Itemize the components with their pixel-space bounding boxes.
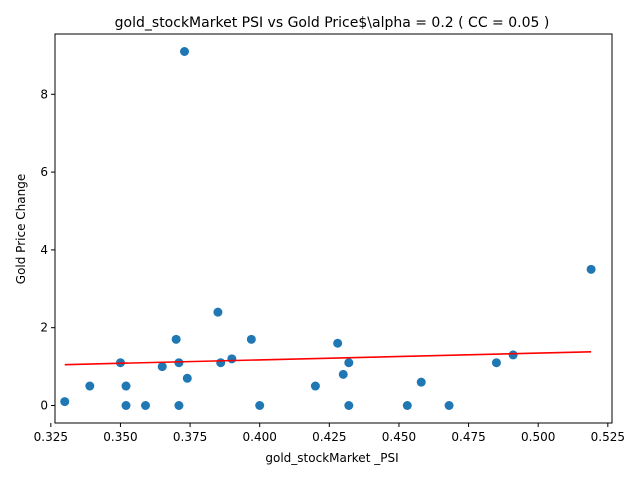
x-tick-label: 0.325 bbox=[34, 430, 68, 444]
x-axis-label: gold_stockMarket _PSI bbox=[265, 451, 398, 465]
data-point bbox=[157, 362, 167, 372]
data-point bbox=[338, 369, 348, 379]
data-point bbox=[586, 264, 596, 274]
y-tick-label: 2 bbox=[40, 321, 48, 335]
axes-frame bbox=[54, 33, 613, 424]
data-point bbox=[180, 47, 190, 57]
fit-line bbox=[64, 351, 592, 366]
y-tick-label: 4 bbox=[40, 243, 48, 257]
x-axis-ticks: 0.325 0.350 0.375 0.400 0.425 0.450 0.475 0.500… bbox=[34, 423, 625, 444]
fit-line-group bbox=[64, 351, 592, 366]
x-tick-label: 0.350 bbox=[103, 430, 137, 444]
y-tick-label: 0 bbox=[40, 398, 48, 412]
data-marks bbox=[60, 47, 596, 410]
data-point bbox=[182, 373, 192, 383]
x-tick-label: 0.450 bbox=[382, 430, 416, 444]
data-point bbox=[141, 400, 151, 410]
x-tick-label: 0.500 bbox=[521, 430, 555, 444]
data-point bbox=[60, 397, 70, 407]
x-tick-label: 0.475 bbox=[451, 430, 485, 444]
data-point bbox=[171, 334, 181, 344]
data-point bbox=[246, 334, 256, 344]
data-point bbox=[85, 381, 95, 391]
x-tick-label: 0.375 bbox=[173, 430, 207, 444]
data-point bbox=[344, 358, 354, 368]
y-tick-label: 8 bbox=[40, 87, 48, 101]
data-point bbox=[213, 307, 223, 317]
x-tick-label: 0.425 bbox=[312, 430, 346, 444]
y-axis-ticks: 0 2 4 6 8 bbox=[40, 87, 55, 412]
data-point bbox=[310, 381, 320, 391]
y-tick-label: 6 bbox=[40, 165, 48, 179]
data-point bbox=[508, 350, 518, 360]
data-point bbox=[402, 400, 412, 410]
data-point bbox=[174, 400, 184, 410]
data-point bbox=[416, 377, 426, 387]
chart-title: gold_stockMarket PSI vs Gold Price$\alph… bbox=[115, 15, 550, 31]
data-point bbox=[174, 358, 184, 368]
x-tick-label: 0.525 bbox=[591, 430, 625, 444]
data-point bbox=[344, 400, 354, 410]
data-point bbox=[121, 400, 131, 410]
data-point bbox=[255, 400, 265, 410]
x-tick-label: 0.400 bbox=[243, 430, 277, 444]
data-point bbox=[227, 354, 237, 364]
data-point bbox=[491, 358, 501, 368]
data-point bbox=[121, 381, 131, 391]
data-point bbox=[333, 338, 343, 348]
data-point bbox=[216, 358, 226, 368]
plot-area bbox=[54, 33, 613, 424]
data-point bbox=[444, 400, 454, 410]
y-axis-label: Gold Price Change bbox=[14, 174, 28, 284]
